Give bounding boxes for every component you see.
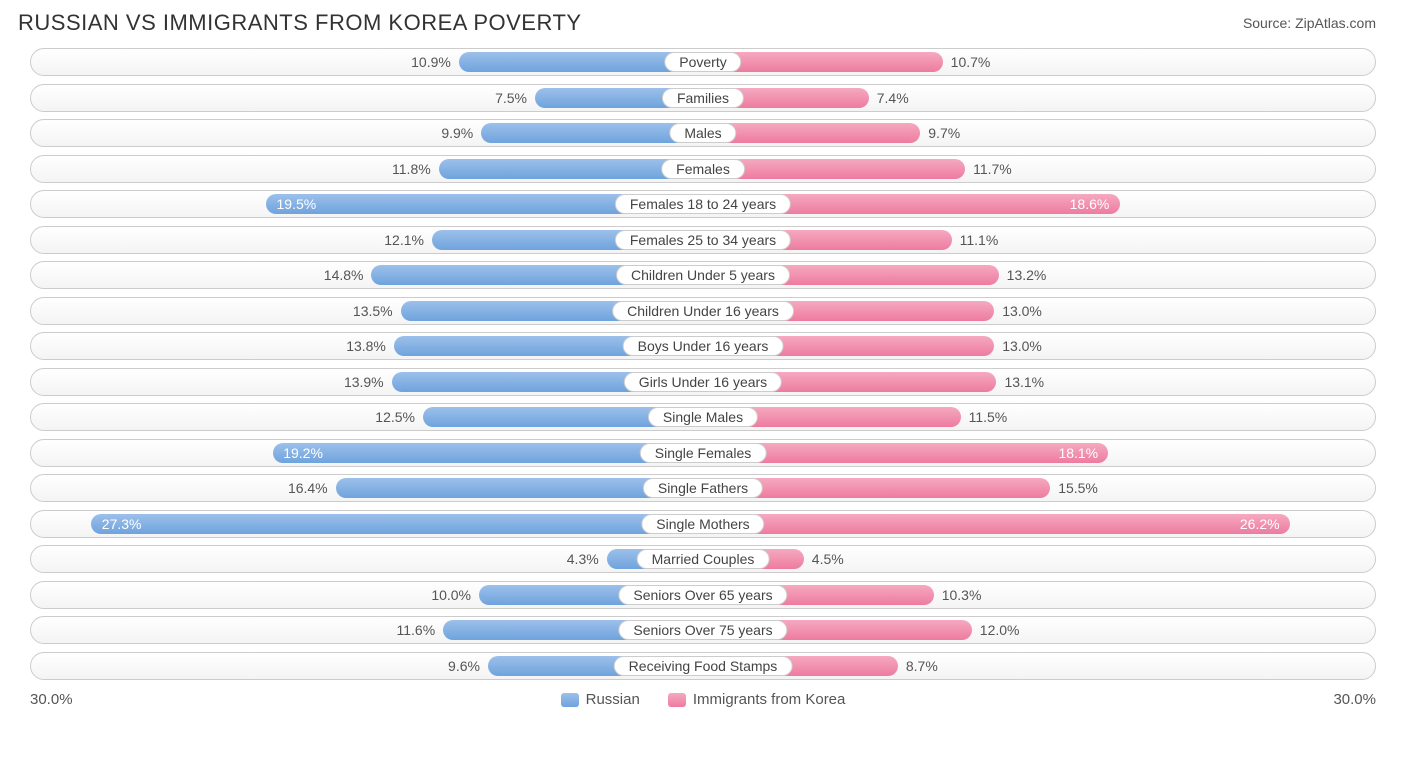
row-category-label: Single Females	[640, 443, 767, 463]
chart-source: Source: ZipAtlas.com	[1243, 15, 1376, 31]
row-category-label: Males	[669, 123, 736, 143]
bar-left-value: 4.3%	[567, 551, 599, 567]
row-category-label: Married Couples	[637, 549, 770, 569]
chart-row: 13.9% 13.1% Girls Under 16 years	[30, 368, 1376, 396]
bar-left-value: 13.5%	[353, 303, 393, 319]
row-category-label: Seniors Over 75 years	[618, 620, 787, 640]
bar-right-value: 7.4%	[877, 90, 909, 106]
legend-swatch-right	[668, 693, 686, 707]
row-category-label: Girls Under 16 years	[624, 372, 782, 392]
bar-left-value: 16.4%	[288, 480, 328, 496]
bar-right-value: 26.2%	[1240, 516, 1280, 532]
row-category-label: Females	[661, 159, 745, 179]
bar-right-value: 11.5%	[969, 409, 1008, 425]
row-category-label: Children Under 16 years	[612, 301, 794, 321]
row-category-label: Single Mothers	[641, 514, 764, 534]
bar-left-value: 12.5%	[375, 409, 415, 425]
bar-right-value: 13.0%	[1002, 338, 1042, 354]
bar-right-value: 8.7%	[906, 658, 938, 674]
chart-footer: 30.0% Russian Immigrants from Korea 30.0…	[0, 687, 1406, 708]
chart-row: 10.9% 10.7% Poverty	[30, 48, 1376, 76]
bar-right-value: 13.0%	[1002, 303, 1042, 319]
chart-row: 4.3% 4.5% Married Couples	[30, 545, 1376, 573]
chart-row: 12.5% 11.5% Single Males	[30, 403, 1376, 431]
bar-left-value: 19.2%	[283, 445, 323, 461]
bar-right-value: 13.1%	[1004, 374, 1044, 390]
bar-left-value: 11.6%	[397, 622, 436, 638]
legend-item-right: Immigrants from Korea	[668, 691, 846, 708]
bar-left-value: 13.9%	[344, 374, 384, 390]
bar-left	[273, 443, 703, 463]
bar-right-value: 11.1%	[960, 232, 999, 248]
bar-right-value: 4.5%	[812, 551, 844, 567]
axis-max-right: 30.0%	[1333, 691, 1376, 708]
chart-row: 19.2% 18.1% Single Females	[30, 439, 1376, 467]
chart-header: RUSSIAN VS IMMIGRANTS FROM KOREA POVERTY…	[0, 0, 1406, 42]
bar-left-value: 7.5%	[495, 90, 527, 106]
chart-row: 12.1% 11.1% Females 25 to 34 years	[30, 226, 1376, 254]
chart-row: 7.5% 7.4% Families	[30, 84, 1376, 112]
chart-legend: Russian Immigrants from Korea	[561, 691, 846, 708]
bar-right	[703, 514, 1290, 534]
row-category-label: Boys Under 16 years	[623, 336, 784, 356]
legend-swatch-left	[561, 693, 579, 707]
chart-row: 9.6% 8.7% Receiving Food Stamps	[30, 652, 1376, 680]
chart-row: 11.8% 11.7% Females	[30, 155, 1376, 183]
bar-left-value: 10.9%	[411, 54, 451, 70]
bar-left-value: 14.8%	[324, 267, 364, 283]
bar-right-value: 18.1%	[1058, 445, 1098, 461]
bar-left-value: 13.8%	[346, 338, 386, 354]
chart-row: 27.3% 26.2% Single Mothers	[30, 510, 1376, 538]
bar-left-value: 10.0%	[431, 587, 471, 603]
row-category-label: Seniors Over 65 years	[618, 585, 787, 605]
chart-title: RUSSIAN VS IMMIGRANTS FROM KOREA POVERTY	[18, 10, 582, 36]
bar-left-value: 9.9%	[441, 125, 473, 141]
bar-right-value: 15.5%	[1058, 480, 1098, 496]
bar-right-value: 10.3%	[942, 587, 982, 603]
row-category-label: Females 25 to 34 years	[615, 230, 791, 250]
row-category-label: Poverty	[664, 52, 741, 72]
legend-label-left: Russian	[586, 691, 640, 708]
bar-right-value: 18.6%	[1070, 196, 1110, 212]
chart-row: 14.8% 13.2% Children Under 5 years	[30, 261, 1376, 289]
row-category-label: Families	[662, 88, 744, 108]
row-category-label: Single Fathers	[643, 478, 763, 498]
bar-right-value: 11.7%	[973, 161, 1012, 177]
chart-row: 16.4% 15.5% Single Fathers	[30, 474, 1376, 502]
chart-row: 19.5% 18.6% Females 18 to 24 years	[30, 190, 1376, 218]
row-category-label: Single Males	[648, 407, 758, 427]
chart-area: 10.9% 10.7% Poverty 7.5% 7.4% Families 9.9% 9.7…	[0, 42, 1406, 680]
bar-left-value: 27.3%	[102, 516, 142, 532]
bar-left	[91, 514, 703, 534]
bar-right-value: 10.7%	[951, 54, 991, 70]
chart-row: 9.9% 9.7% Males	[30, 119, 1376, 147]
chart-row: 13.8% 13.0% Boys Under 16 years	[30, 332, 1376, 360]
bar-left-value: 19.5%	[277, 196, 317, 212]
bar-right-value: 9.7%	[928, 125, 960, 141]
bar-right-value: 12.0%	[980, 622, 1020, 638]
bar-left-value: 12.1%	[384, 232, 424, 248]
chart-row: 11.6% 12.0% Seniors Over 75 years	[30, 616, 1376, 644]
bar-left-value: 11.8%	[392, 161, 431, 177]
bar-right-value: 13.2%	[1007, 267, 1047, 283]
axis-max-left: 30.0%	[30, 691, 73, 708]
row-category-label: Receiving Food Stamps	[614, 656, 793, 676]
legend-label-right: Immigrants from Korea	[693, 691, 846, 708]
row-category-label: Females 18 to 24 years	[615, 194, 791, 214]
bar-left-value: 9.6%	[448, 658, 480, 674]
chart-row: 13.5% 13.0% Children Under 16 years	[30, 297, 1376, 325]
row-category-label: Children Under 5 years	[616, 265, 790, 285]
chart-row: 10.0% 10.3% Seniors Over 65 years	[30, 581, 1376, 609]
legend-item-left: Russian	[561, 691, 640, 708]
